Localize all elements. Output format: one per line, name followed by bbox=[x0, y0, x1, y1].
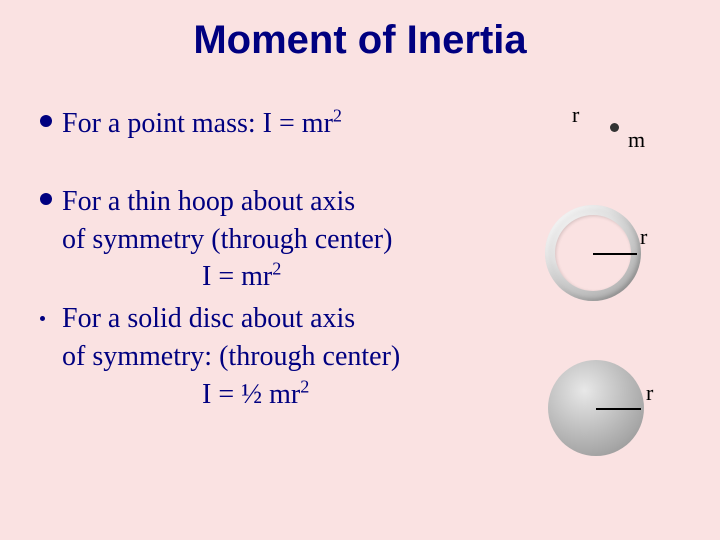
disc-r-label: r bbox=[646, 380, 653, 406]
mass-dot-icon bbox=[610, 123, 619, 132]
solid-disc-text: For a solid disc about axis of symmetry:… bbox=[62, 300, 400, 413]
text-prefix: For bbox=[62, 108, 101, 139]
text-line2: of symmetry (through center) bbox=[62, 224, 392, 255]
text-prefix: For bbox=[62, 186, 101, 217]
bullet-icon bbox=[40, 193, 52, 205]
text-line2: of symmetry: (through center) bbox=[62, 341, 400, 372]
exponent: 2 bbox=[333, 106, 342, 126]
m-label: m bbox=[628, 127, 645, 153]
thin-hoop-text: For a thin hoop about axis of symmetry (… bbox=[62, 183, 392, 296]
text-line1: a thin hoop about axis bbox=[101, 186, 355, 217]
bullet-icon bbox=[40, 316, 45, 321]
point-mass-diagram: r m bbox=[542, 103, 662, 163]
text-formula: I = mr2 bbox=[202, 261, 281, 292]
formula-text: I = mr bbox=[202, 261, 272, 292]
hoop-radius-line bbox=[593, 253, 637, 255]
slide-title: Moment of Inertia bbox=[0, 0, 720, 63]
text-formula: I = ½ mr2 bbox=[202, 379, 309, 410]
r-label: r bbox=[572, 102, 579, 128]
exponent: 2 bbox=[300, 376, 309, 396]
point-mass-text: For a point mass: I = mr2 bbox=[62, 105, 342, 143]
hoop-r-label: r bbox=[640, 224, 647, 250]
text-line1: For a solid disc about axis bbox=[62, 303, 355, 334]
exponent: 2 bbox=[272, 259, 281, 279]
bullet-icon bbox=[40, 115, 52, 127]
disc-radius-line bbox=[596, 408, 641, 410]
formula-text: I = ½ mr bbox=[202, 379, 300, 410]
text-body: a point mass: I = mr bbox=[101, 108, 333, 139]
